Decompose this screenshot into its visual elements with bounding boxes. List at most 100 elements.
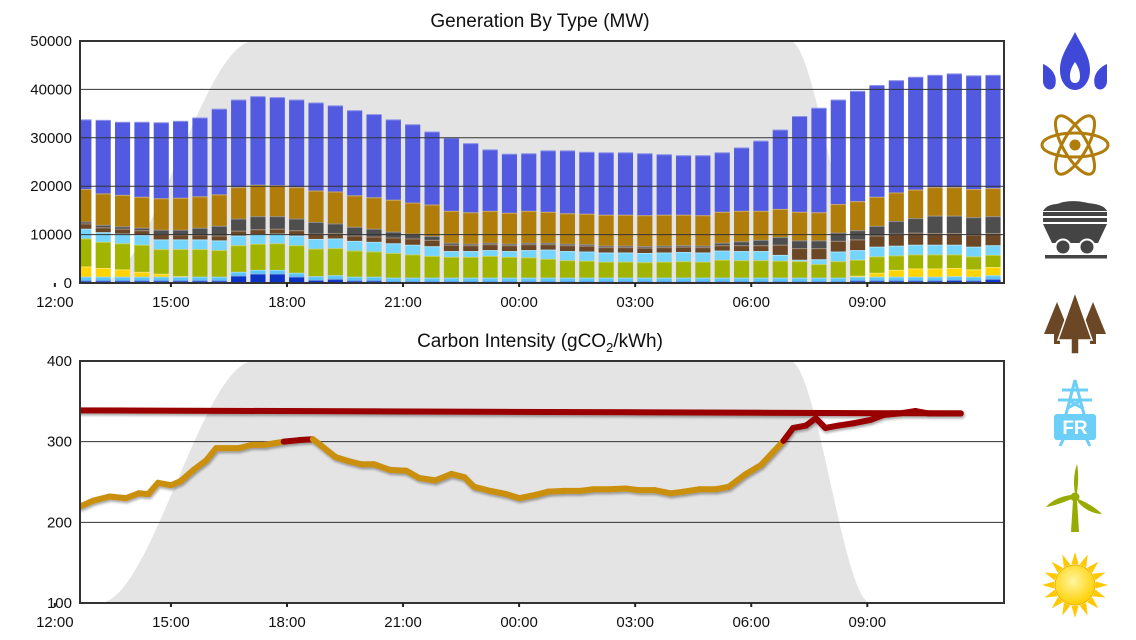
x-tick-label: 12:00 [36,614,74,631]
bar-segment-gas [95,119,111,194]
bar-segment-nuclear [792,211,808,241]
bar-segment-solar [946,267,962,277]
bar-segment-pumped-storage [753,277,769,282]
bar-segment-nuclear [269,185,285,217]
bar-segment-nuclear [308,190,324,223]
bar-segment-biomass [385,237,401,244]
bar-segment-nuclear [173,197,189,230]
bar-segment-hydro [134,280,150,283]
bar-segment-gas [772,129,788,209]
bar-segment-pumped-storage [250,269,266,274]
bar-segment-wind [289,245,305,273]
bar-segment-gas [134,121,150,197]
generation-gridlines [80,88,1004,236]
bar-segment-nuclear [443,210,459,243]
bar-segment-coal [327,223,343,234]
bar-segment-solar [869,272,885,277]
bar-segment-nuclear [501,212,517,244]
bar-segment-wind [366,251,382,277]
bar-segment-coal [966,217,982,235]
bar-stack [211,108,227,283]
bar-segment-wind [1005,255,1020,266]
bar-segment-imports-fr [289,235,305,246]
bar-segment-imports-fr [192,239,208,250]
bar-segment-biomass [927,233,943,245]
bar-segment-biomass [772,244,788,255]
bar-segment-pumped-storage [153,276,169,281]
bar-segment-pumped-storage [830,277,846,282]
bar-segment-coal [366,228,382,237]
bar-segment-nuclear [734,210,750,242]
bar-segment-gas [540,150,556,212]
carbon-line-segment [261,438,287,448]
bar-segment-coal [289,218,305,231]
bar-segment-gas [231,99,247,188]
bar-segment-imports-fr [966,246,982,257]
bar-segment-wind [908,254,924,269]
y-tick-label: 300 [47,434,72,451]
bar-segment-wind [482,255,498,278]
y-tick-label: 20000 [30,178,72,195]
bar-segment-gas [908,76,924,190]
bar-segment-imports-fr [869,246,885,257]
carbon-line-segment [80,407,964,417]
bar-segment-wind [830,261,846,278]
bar-segment-coal [443,242,459,245]
bar-segment-imports-fr [385,243,401,253]
bar-segment-biomass [95,227,111,233]
bar-segment-solar [80,266,92,277]
bar-segment-gas [153,122,169,199]
bar-segment-hydro [946,280,962,283]
bar-segment-nuclear [772,208,788,238]
bar-segment-wind [540,258,556,278]
bar-segment-gas [211,108,227,195]
bar-segment-pumped-storage [211,276,227,281]
bar-segment-gas [811,107,827,213]
bar-segment-pumped-storage [869,276,885,281]
bar-segment-imports-fr [95,232,111,242]
bar-segment-biomass [115,228,131,234]
bar-segment-imports-fr [985,245,1001,255]
x-tick-label: 00:00 [500,614,538,631]
bar-segment-pumped-storage [80,276,92,281]
bar-segment-wind [424,255,440,278]
bar-segment-coal [192,227,208,235]
bar-segment-coal [424,236,440,240]
bar-segment-gas [637,153,653,216]
solar-icon [1040,550,1110,620]
bar-segment-wind [695,261,711,278]
bar-segment-coal [463,243,479,246]
bar-segment-pumped-storage [772,277,788,282]
bar-segment-pumped-storage [424,277,440,282]
bar-segment-coal [811,240,827,249]
bar-segment-coal [250,216,266,230]
bar-segment-pumped-storage [579,277,595,282]
bar-segment-pumped-storage [985,275,1001,280]
bar-segment-solar [1005,266,1020,274]
bar-segment-solar [985,267,1001,276]
carbon-line-segment [725,471,748,490]
night-shading-area [80,361,1004,603]
bar-segment-hydro [888,280,904,283]
bar-segment-nuclear [366,197,382,229]
bar-stack [675,155,692,283]
bar-segment-gas [888,80,904,193]
x-tick-label: 06:00 [732,294,770,311]
bar-stack [811,107,827,283]
bar-segment-hydro [289,276,305,283]
bar-segment-biomass [289,230,305,236]
carbon-intensity-title: Carbon Intensity (gCO2/kWh) [417,331,663,355]
bar-segment-imports-fr [1005,246,1020,256]
sun-ray [1092,589,1106,598]
bar-segment-nuclear [134,196,150,228]
bar-segment-solar [850,275,866,277]
bar-segment-pumped-storage [617,277,634,282]
bar-segment-wind [463,256,479,278]
bar-segment-wind [192,249,208,277]
bar-segment-wind [811,264,827,278]
bar-segment-pumped-storage [192,276,208,281]
bar-segment-pumped-storage [695,277,711,282]
bar-segment-solar [888,269,904,277]
bar-segment-gas [1005,74,1020,188]
